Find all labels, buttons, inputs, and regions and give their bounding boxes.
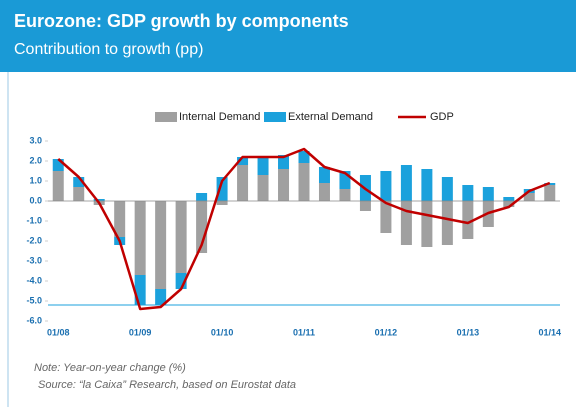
note: Note: Year-on-year change (%) xyxy=(34,362,186,374)
y-tick-label: -3.0 xyxy=(26,255,42,265)
bar xyxy=(421,169,433,201)
bar xyxy=(52,171,64,201)
y-tick-label: -2.0 xyxy=(26,235,42,245)
bar xyxy=(318,167,330,183)
bar xyxy=(339,171,351,189)
gdp-line xyxy=(57,147,551,311)
bar xyxy=(544,185,556,201)
bar xyxy=(155,201,167,289)
bar xyxy=(216,201,228,205)
bar xyxy=(441,201,453,245)
bar xyxy=(318,183,330,201)
legend-label: GDP xyxy=(430,111,454,123)
source: Source: “la Caixa” Research, based on Eu… xyxy=(38,379,296,391)
bar xyxy=(73,187,85,201)
bar xyxy=(339,189,351,201)
x-tick-label: 01/14 xyxy=(538,327,561,337)
bar xyxy=(155,289,167,305)
bar xyxy=(196,193,208,201)
legend-swatch xyxy=(155,112,177,122)
chart-title: Eurozone: GDP growth by components xyxy=(14,11,349,31)
bar xyxy=(482,187,494,201)
bar xyxy=(421,201,433,247)
bar xyxy=(462,185,474,201)
y-tick-label: 2.0 xyxy=(29,155,42,165)
legend-label: Internal Demand xyxy=(179,111,260,123)
bar xyxy=(298,163,310,201)
bar xyxy=(73,177,85,187)
bar xyxy=(93,199,105,201)
bar xyxy=(380,201,392,233)
bar xyxy=(237,165,249,201)
bar xyxy=(175,201,187,273)
bar xyxy=(134,201,146,275)
legend-swatch xyxy=(264,112,286,122)
bar xyxy=(237,157,249,165)
bar xyxy=(257,175,269,201)
y-tick-label: 0.0 xyxy=(29,195,42,205)
bar xyxy=(441,177,453,201)
header-band xyxy=(0,0,576,72)
y-tick-label: -1.0 xyxy=(26,215,42,225)
bar xyxy=(257,157,269,175)
y-tick-label: 1.0 xyxy=(29,175,42,185)
bar xyxy=(52,159,64,171)
bar xyxy=(523,193,535,201)
chart-subtitle: Contribution to growth (pp) xyxy=(14,41,203,58)
bar xyxy=(114,201,126,237)
bar xyxy=(503,197,515,201)
bar xyxy=(196,201,208,253)
bar xyxy=(503,201,515,207)
bar xyxy=(380,171,392,201)
bar xyxy=(462,201,474,239)
bar xyxy=(400,165,412,201)
y-tick-label: -6.0 xyxy=(26,315,42,325)
y-tick-label: -5.0 xyxy=(26,295,42,305)
x-tick-label: 01/12 xyxy=(375,327,398,337)
x-tick-label: 01/10 xyxy=(211,327,234,337)
legend-label: External Demand xyxy=(288,111,373,123)
bar xyxy=(400,201,412,245)
bar xyxy=(134,275,146,305)
x-tick-label: 01/13 xyxy=(457,327,480,337)
x-tick-label: 01/08 xyxy=(47,327,70,337)
bar xyxy=(298,151,310,163)
bar xyxy=(216,177,228,201)
x-tick-label: 01/09 xyxy=(129,327,152,337)
y-tick-label: 3.0 xyxy=(29,135,42,145)
x-tick-label: 01/11 xyxy=(293,327,315,337)
bar xyxy=(359,201,371,211)
bar xyxy=(175,273,187,289)
y-tick-label: -4.0 xyxy=(26,275,42,285)
bar xyxy=(278,169,290,201)
bar xyxy=(278,155,290,169)
